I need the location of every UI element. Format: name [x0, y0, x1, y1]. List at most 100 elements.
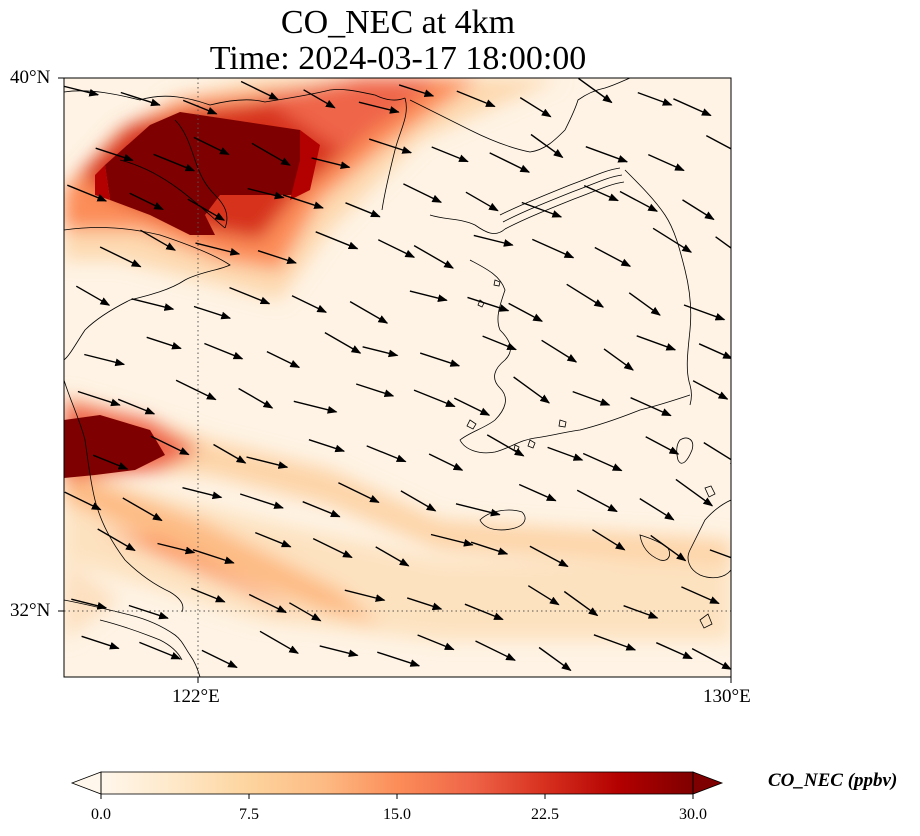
- wind-arrow: [311, 157, 351, 169]
- colorbar-max-extend: [692, 771, 724, 795]
- coastlines: [64, 78, 731, 677]
- wind-arrow: [715, 236, 731, 249]
- wind-arrow: [291, 295, 327, 313]
- wind-arrow: [248, 593, 287, 614]
- wind-arrow: [572, 390, 611, 406]
- wind-arrow: [592, 529, 626, 551]
- wind-arrow: [430, 533, 474, 547]
- wind-arrow: [239, 493, 284, 509]
- wind-arrow: [71, 598, 108, 610]
- wind-arrow: [84, 353, 126, 367]
- map-frame: [63, 77, 732, 678]
- lon-label-122e: 122°E: [172, 686, 220, 707]
- wind-arrow: [538, 646, 572, 671]
- wind-arrow: [344, 589, 386, 602]
- wind-arrow: [75, 285, 111, 306]
- wind-arrow: [308, 439, 346, 453]
- wind-arrow: [97, 528, 136, 552]
- wind-arrow: [645, 436, 680, 455]
- wind-arrow: [692, 380, 729, 400]
- wind-arrow: [315, 231, 359, 250]
- wind-arrow: [175, 379, 217, 401]
- map-title-line1: CO_NEC at 4km: [280, 4, 516, 41]
- wind-arrow: [366, 445, 407, 463]
- wind-arrow: [303, 89, 336, 109]
- colorbar-tick: 15.0: [383, 806, 411, 823]
- colorbar-tick: 30.0: [679, 806, 707, 823]
- wind-arrow: [128, 604, 169, 620]
- wind-arrow: [240, 80, 279, 101]
- wind-arrow: [293, 400, 338, 414]
- wind-arrow: [594, 246, 632, 267]
- wind-arrow: [656, 642, 693, 660]
- wind-arrow: [302, 501, 341, 518]
- wind-arrow: [637, 91, 673, 106]
- wind-arrow: [406, 597, 443, 611]
- wind-arrow: [489, 152, 531, 173]
- wind-arrow: [403, 183, 442, 203]
- wind-arrow: [67, 184, 108, 202]
- wind-arrow: [266, 350, 301, 369]
- colorbar-label: CO_NEC (ppbv): [768, 770, 898, 791]
- wind-arrow: [409, 290, 448, 302]
- wind-arrow: [193, 136, 230, 156]
- wind-arrow: [187, 198, 226, 221]
- wind-arrow: [345, 202, 381, 218]
- lat-label-32n: 32°N: [10, 600, 51, 621]
- wind-arrow: [532, 238, 575, 259]
- wind-arrow: [529, 545, 569, 568]
- concentration-field: [64, 78, 731, 677]
- gridlines: [64, 78, 731, 677]
- wind-arrow: [92, 454, 129, 470]
- lat-label-40n: 40°N: [10, 67, 51, 88]
- wind-arrow: [470, 541, 509, 555]
- wind-arrow: [182, 487, 223, 500]
- wind-arrow: [456, 90, 496, 108]
- wind-arrow: [650, 534, 687, 562]
- wind-arrow: [289, 602, 322, 622]
- wind-arrow: [377, 239, 416, 258]
- colorbar-tick: 22.5: [531, 806, 559, 823]
- wind-arrow: [139, 641, 182, 660]
- wind-vectors: [64, 78, 731, 671]
- wind-arrow: [475, 640, 516, 661]
- wind-arrow: [146, 336, 182, 350]
- wind-arrow: [246, 456, 289, 469]
- wind-arrow: [521, 201, 563, 218]
- wind-arrow: [530, 133, 564, 158]
- wind-arrow: [193, 305, 232, 320]
- wind-arrow: [192, 549, 235, 565]
- colorbar-tick: 7.5: [239, 806, 259, 823]
- wind-arrow: [623, 605, 659, 619]
- wind-arrow: [413, 389, 456, 408]
- wind-arrow: [513, 376, 550, 404]
- wind-arrow: [312, 537, 353, 559]
- wind-arrow: [95, 147, 134, 162]
- wind-arrow: [413, 244, 454, 269]
- wind-arrow: [675, 478, 714, 507]
- wind-arrow: [398, 84, 435, 98]
- wind-arrow: [259, 630, 299, 654]
- wind-arrow: [122, 497, 163, 522]
- wind-arrow: [465, 191, 499, 212]
- lon-label-130e: 130°E: [703, 686, 751, 707]
- wind-arrow: [648, 153, 685, 172]
- wind-arrow: [117, 398, 156, 415]
- wind-arrow: [519, 97, 552, 118]
- wind-arrow: [99, 246, 142, 268]
- wind-arrow: [213, 443, 247, 464]
- wind-arrow: [238, 387, 274, 409]
- wind-arrow: [705, 134, 731, 150]
- wind-arrow: [129, 192, 164, 211]
- wind-arrow: [324, 331, 362, 354]
- wind-arrow: [153, 153, 196, 172]
- wind-arrow: [518, 483, 557, 502]
- wind-arrow: [419, 352, 461, 367]
- wind-arrow: [473, 234, 514, 247]
- wind-arrow: [541, 339, 578, 363]
- wind-arrow: [455, 503, 501, 517]
- wind-arrow: [691, 647, 731, 670]
- wind-arrow: [195, 242, 241, 256]
- wind-arrow: [673, 98, 712, 117]
